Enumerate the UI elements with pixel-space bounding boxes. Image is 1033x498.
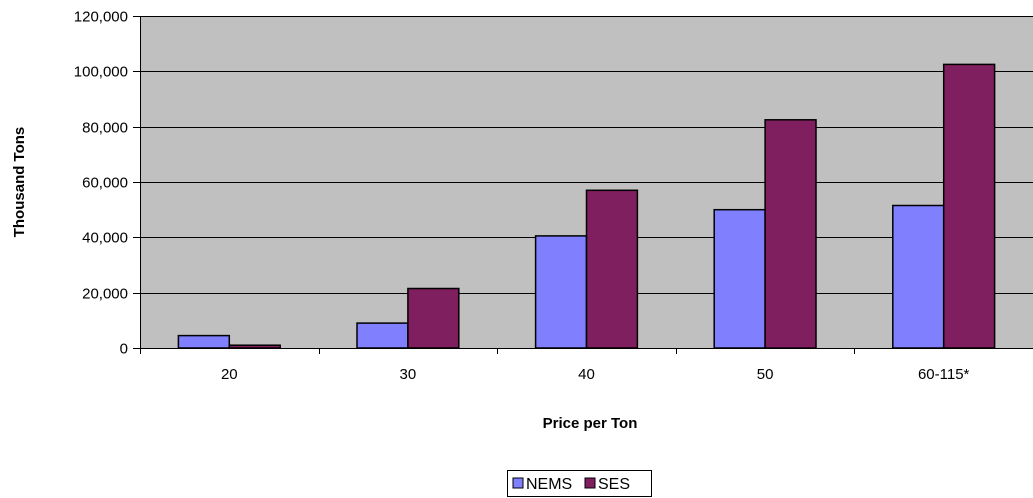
legend-swatch-nems: [512, 477, 524, 489]
bar-nems-50: [713, 208, 766, 349]
y-tick-label: 0: [120, 341, 128, 358]
bar-ses-30: [407, 287, 460, 349]
y-tick-label: 20,000: [82, 286, 128, 303]
legend: NEMS SES: [507, 470, 652, 497]
bars: [177, 63, 996, 349]
y-tick-label: 40,000: [82, 230, 128, 247]
legend-label-nems: NEMS: [526, 476, 572, 493]
legend-box: [507, 470, 652, 497]
y-tick-label: 60,000: [82, 175, 128, 192]
y-tick-label: 80,000: [82, 120, 128, 137]
x-tick-label: 40: [578, 366, 595, 383]
bar-ses-40: [585, 189, 639, 349]
bar-ses-60115: [942, 63, 996, 349]
x-tick-label: 50: [757, 366, 774, 383]
y-tick-label: 100,000: [74, 64, 128, 81]
y-axis-title: Thousand Tons: [11, 127, 28, 238]
legend-swatch-ses: [584, 477, 596, 489]
axes: 0 20,000 40,000 60,000 80,000 100,000 120,000 2…: [74, 9, 1033, 383]
legend-label-ses: SES: [598, 476, 630, 493]
bar-nems-30: [356, 322, 409, 349]
bar-nems-20: [177, 334, 231, 349]
bar-nems-60115: [892, 204, 945, 349]
y-tick-label: 120,000: [74, 9, 128, 26]
bar-nems-40: [534, 235, 588, 349]
x-tick-label: 60-115*: [918, 366, 970, 383]
bar-ses-20: [228, 344, 281, 349]
x-tick-label: 30: [400, 366, 417, 383]
x-tick-label: 20: [221, 366, 238, 383]
x-axis-title: Price per Ton: [543, 415, 638, 432]
bar-ses-50: [764, 119, 817, 349]
